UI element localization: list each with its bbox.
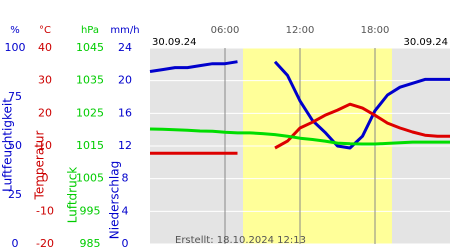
y-tick-label: 8 <box>122 172 129 185</box>
y-tick-label: 50 <box>8 139 22 152</box>
y-tick-label: 16 <box>118 106 132 119</box>
y-tick-label: 20 <box>38 106 52 119</box>
y-tick-label: 75 <box>8 90 22 103</box>
y-tick-label: 0 <box>122 237 129 250</box>
x-tick-label: 12:00 <box>286 25 315 36</box>
x-tick-label: 18:00 <box>361 25 390 36</box>
axis-unit: mm/h <box>110 25 139 36</box>
axis-title: Temperatur <box>33 130 47 200</box>
series-line <box>149 60 450 150</box>
y-tick-label: 20 <box>118 74 132 87</box>
y-tick-label: 4 <box>122 204 129 217</box>
y-tick-label: 995 <box>80 204 101 217</box>
axis-title: Niederschlag <box>108 161 122 239</box>
date-left: 30.09.24 <box>152 37 197 48</box>
y-tick-label: -20 <box>36 237 54 250</box>
y-tick-label: 100 <box>5 41 26 54</box>
y-tick-label: 30 <box>38 74 52 87</box>
y-tick-label: 10 <box>38 139 52 152</box>
y-tick-label: 12 <box>118 139 132 152</box>
y-tick-label: 1025 <box>76 106 104 119</box>
y-tick-label: 1005 <box>76 172 104 185</box>
y-tick-label: 24 <box>118 41 132 54</box>
y-tick-label: 1015 <box>76 139 104 152</box>
y-tick-label: 985 <box>80 237 101 250</box>
axis-unit: hPa <box>81 25 99 36</box>
y-tick-label: 0 <box>12 237 19 250</box>
y-tick-label: -10 <box>36 204 54 217</box>
footer: Erstellt: 18.10.2024 12:13 <box>175 235 306 246</box>
axis-unit: % <box>10 25 20 36</box>
y-tick-label: 25 <box>8 188 22 201</box>
series-line <box>149 127 450 146</box>
y-tick-label: 0 <box>42 172 49 185</box>
y-tick-label: 1035 <box>76 74 104 87</box>
y-tick-label: 40 <box>38 41 52 54</box>
axis-title: Luftfeuchtigkeit <box>1 98 15 192</box>
x-tick-label: 06:00 <box>211 25 240 36</box>
y-tick-label: 1045 <box>76 41 104 54</box>
series-line <box>150 102 450 155</box>
axis-title: Luftdruck <box>66 167 80 224</box>
axis-unit: °C <box>39 25 51 36</box>
date-right: 30.09.24 <box>403 37 448 48</box>
